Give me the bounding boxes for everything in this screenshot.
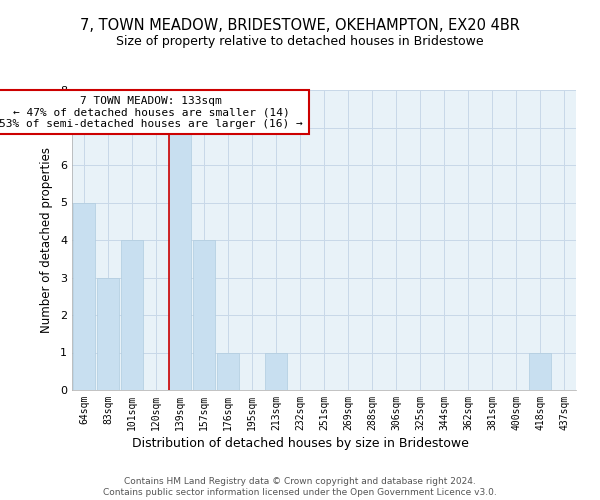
Bar: [265, 352, 287, 390]
Bar: [217, 352, 239, 390]
Bar: [121, 240, 143, 390]
Y-axis label: Number of detached properties: Number of detached properties: [40, 147, 53, 333]
Bar: [73, 202, 95, 390]
Text: Distribution of detached houses by size in Bridestowe: Distribution of detached houses by size …: [131, 438, 469, 450]
Text: 7 TOWN MEADOW: 133sqm
← 47% of detached houses are smaller (14)
53% of semi-deta: 7 TOWN MEADOW: 133sqm ← 47% of detached …: [0, 96, 303, 129]
Bar: [193, 240, 215, 390]
Text: 7, TOWN MEADOW, BRIDESTOWE, OKEHAMPTON, EX20 4BR: 7, TOWN MEADOW, BRIDESTOWE, OKEHAMPTON, …: [80, 18, 520, 32]
Text: Size of property relative to detached houses in Bridestowe: Size of property relative to detached ho…: [116, 35, 484, 48]
Bar: [529, 352, 551, 390]
Bar: [97, 278, 119, 390]
Text: Contains HM Land Registry data © Crown copyright and database right 2024.
Contai: Contains HM Land Registry data © Crown c…: [103, 478, 497, 497]
Bar: [169, 128, 191, 390]
